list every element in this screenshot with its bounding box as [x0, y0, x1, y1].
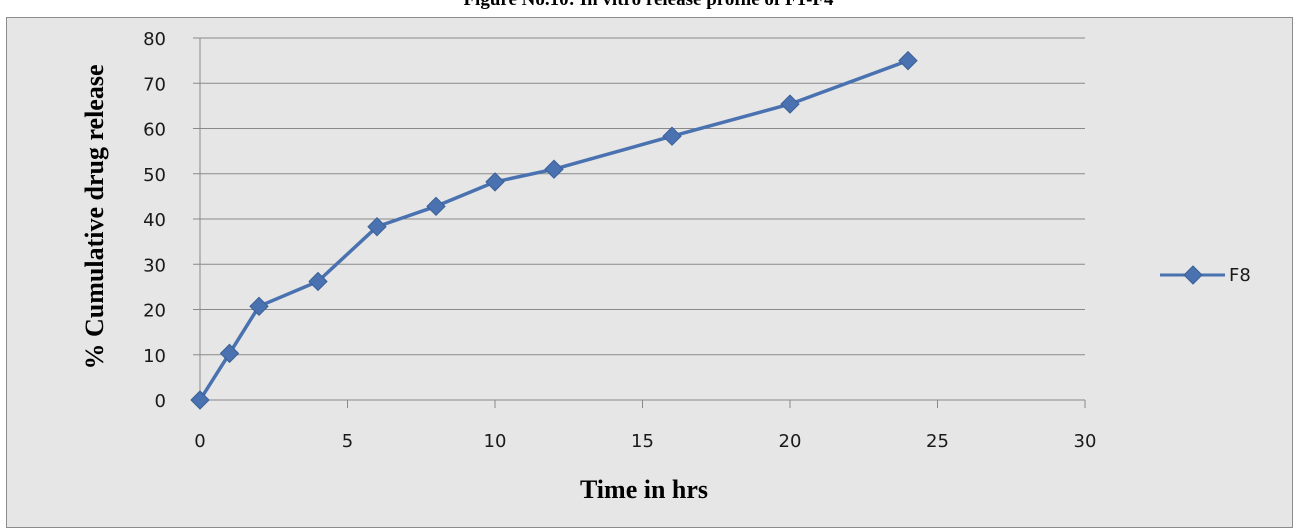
y-tick-label: 80 — [143, 29, 166, 50]
y-tick-label: 50 — [143, 165, 166, 186]
x-tick-label: 0 — [194, 431, 205, 452]
legend: F8 — [1160, 265, 1251, 286]
x-tick-label: 15 — [631, 431, 654, 452]
data-point — [426, 196, 446, 217]
y-tick-label: 20 — [143, 301, 166, 322]
y-tick-label: 40 — [143, 210, 166, 231]
x-tick-label: 20 — [779, 431, 802, 452]
y-tick-label: 0 — [155, 391, 166, 412]
y-tick-label: 10 — [143, 346, 166, 367]
x-tick-label: 25 — [926, 431, 949, 452]
data-point — [544, 159, 564, 179]
series-line — [198, 58, 909, 401]
legend-label: F8 — [1229, 265, 1251, 286]
y-tick-labels: 0 10 20 30 40 50 60 70 80 — [143, 29, 166, 412]
x-tick-label: 10 — [484, 431, 507, 452]
data-point — [367, 216, 387, 237]
y-tick-label: 30 — [143, 255, 166, 276]
x-tick-label: 30 — [1074, 431, 1097, 452]
data-point — [485, 172, 505, 192]
data-point — [662, 126, 682, 146]
data-point — [249, 296, 269, 317]
figure-caption: Figure No.10: In vitro release profile o… — [0, 0, 1297, 11]
data-point — [308, 271, 328, 292]
axes — [193, 37, 1086, 408]
y-tick-label: 70 — [143, 74, 166, 95]
legend-marker — [1183, 265, 1203, 285]
data-point — [898, 50, 918, 71]
gridlines — [200, 37, 1085, 356]
series-layer — [190, 50, 918, 410]
data-point — [190, 390, 210, 410]
x-tick-labels: 0 5 10 15 20 25 30 — [194, 431, 1096, 452]
data-point — [780, 94, 800, 114]
y-axis-title: % Cumulative drug release — [80, 65, 109, 370]
data-point — [219, 343, 240, 364]
x-axis-title: Time in hrs — [580, 475, 708, 504]
y-tick-label: 60 — [143, 120, 166, 141]
chart-area — [6, 17, 1293, 528]
x-tick-label: 5 — [342, 431, 353, 452]
